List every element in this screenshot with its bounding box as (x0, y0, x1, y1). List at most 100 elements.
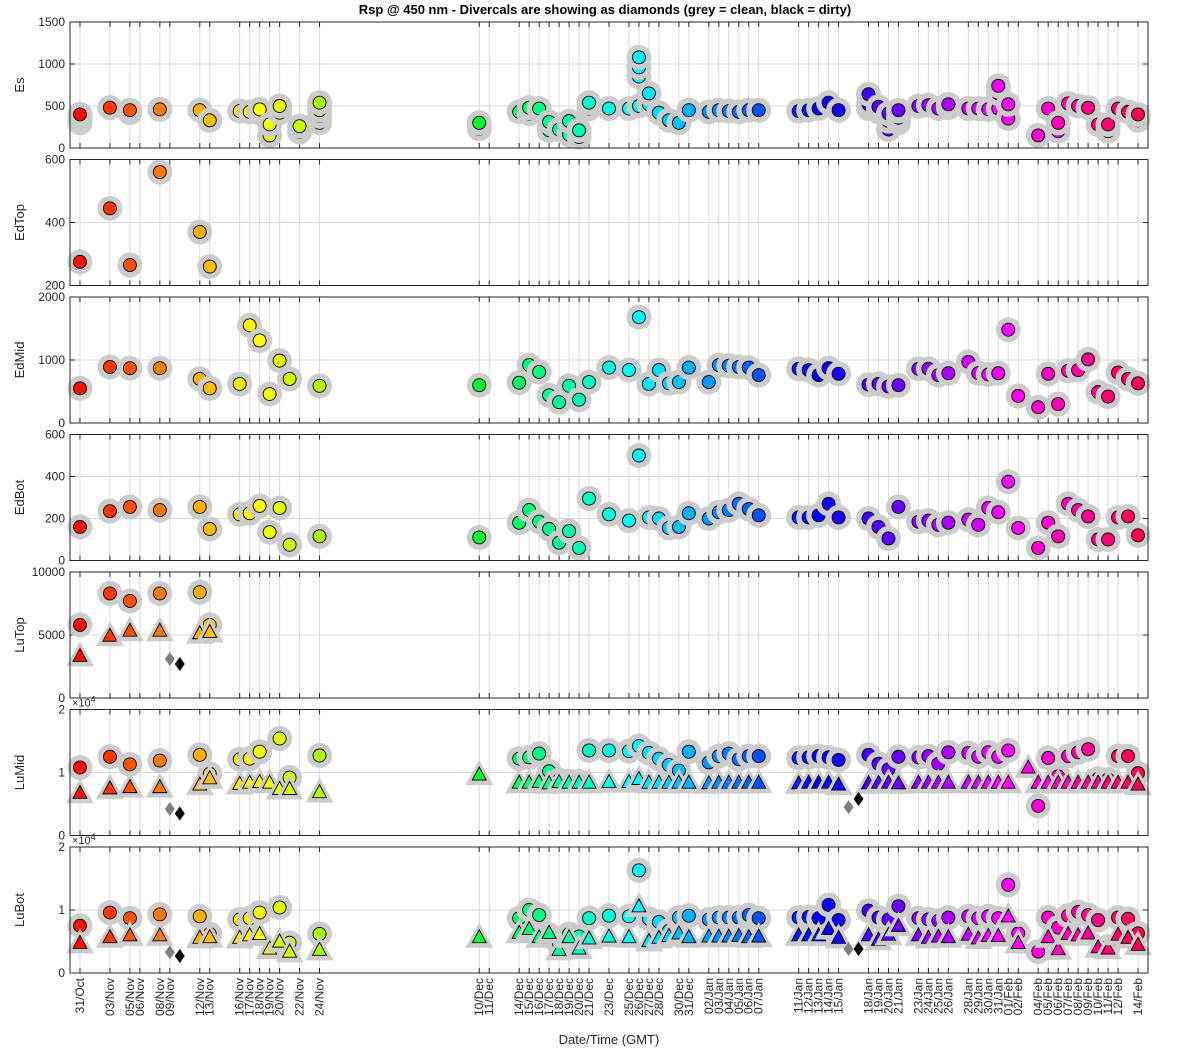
data-point-triangle (201, 928, 218, 944)
data-point-circle (1041, 751, 1056, 765)
data-point-circle (891, 749, 906, 764)
data-point-circle (572, 123, 587, 138)
x-tick-label: 23/Jan (911, 978, 925, 1014)
data-point-circle (312, 95, 327, 110)
x-tick-label: 03/Nov (103, 978, 117, 1016)
data-point-circle (582, 743, 596, 758)
data-point-triangle (940, 774, 957, 789)
markers (67, 44, 1151, 150)
data-point-circle (751, 368, 766, 383)
y-tick-label: 2000 (38, 290, 65, 304)
data-point-triangle (581, 930, 597, 945)
data-point-circle (472, 530, 487, 545)
x-tick-label: 18/Dec (552, 978, 566, 1016)
data-point-triangle (271, 933, 288, 948)
data-point-triangle (1040, 928, 1056, 944)
markers (67, 304, 1151, 420)
x-tick-label: 15/Jan (832, 978, 846, 1014)
markers (67, 443, 1151, 561)
data-point-circle (272, 99, 287, 113)
data-point-circle (572, 540, 587, 555)
data-point-circle (631, 50, 646, 65)
y-tick-label: 2 (58, 840, 65, 854)
data-point-triangle (201, 769, 218, 785)
data-point-circle (192, 909, 207, 924)
divercal-diamond-dirty (174, 948, 185, 963)
data-point-circle (312, 748, 327, 763)
data-point-circle (1101, 117, 1116, 132)
data-point-triangle (152, 622, 168, 637)
data-point-circle (622, 363, 636, 378)
x-tick-label: 30/Dec (672, 978, 686, 1016)
divercal-diamond-clean (843, 942, 854, 957)
data-point-circle (202, 522, 217, 536)
data-point-circle (192, 585, 207, 600)
data-point-triangle (152, 778, 168, 794)
y-tick-label: 0 (58, 554, 65, 568)
data-point-circle (73, 381, 87, 396)
data-point-circle (532, 746, 547, 761)
data-point-circle (881, 531, 896, 546)
data-point-circle (73, 519, 87, 534)
data-point-circle (122, 500, 137, 514)
y-tick-label: 200 (45, 279, 65, 293)
x-tick-label: 31/Jan (991, 978, 1005, 1014)
x-tick-label: 08/Feb (1071, 978, 1085, 1016)
data-point-triangle (830, 929, 847, 944)
data-point-triangle (311, 783, 328, 799)
data-point-circle (202, 381, 217, 396)
data-point-circle (102, 749, 117, 764)
x-tick-label: 27/Dec (642, 978, 656, 1016)
axes-box (69, 159, 1149, 286)
data-point-circle (152, 907, 167, 922)
data-point-circle (102, 586, 117, 601)
chart-title: Rsp @ 450 nm - Divercals are showing as … (359, 2, 851, 17)
data-point-triangle (601, 773, 617, 789)
x-tick-label: 23/Dec (602, 978, 616, 1016)
data-point-circle (671, 375, 686, 389)
data-point-circle (152, 753, 167, 768)
data-point-circle (602, 743, 616, 758)
data-point-circle (232, 376, 247, 391)
axes-box (69, 571, 1149, 699)
data-point-circle (472, 378, 487, 393)
data-point-circle (991, 78, 1006, 93)
panel-lumid: 0 1 2 ×104 LuMid (12, 695, 1153, 843)
data-point-circle (562, 524, 577, 539)
data-point-circle (1081, 352, 1096, 367)
divercal-diamond-dirty (174, 656, 185, 671)
data-point-circle (891, 103, 906, 118)
x-tick-label: 05/Jan (732, 978, 746, 1014)
x-tick-label: 17/Nov (243, 978, 257, 1016)
y-tick-label: 0 (58, 829, 65, 843)
x-tick-label: 19/Jan (872, 978, 886, 1014)
data-point-circle (1001, 743, 1016, 758)
data-point-circle (582, 491, 596, 506)
data-point-circle (73, 107, 87, 122)
data-point-circle (622, 513, 636, 528)
data-point-circle (582, 375, 596, 389)
data-point-circle (1001, 322, 1016, 337)
data-point-triangle (102, 928, 118, 944)
data-point-triangle (1000, 774, 1017, 789)
data-point-circle (262, 387, 277, 401)
data-point-triangle (471, 928, 487, 944)
x-tick-label: 16/Nov (233, 978, 247, 1016)
data-point-triangle (890, 774, 907, 790)
data-point-triangle (1000, 907, 1017, 923)
x-tick-label: 09/Feb (1081, 978, 1095, 1016)
y-exponent-label: ×104 (72, 695, 96, 710)
y-axis-label: Es (12, 77, 27, 93)
data-point-circle (192, 224, 207, 239)
x-tick-label: 14/Dec (512, 978, 526, 1016)
data-point-triangle (251, 925, 268, 941)
data-point-triangle (122, 926, 138, 942)
data-point-circle (73, 617, 87, 632)
x-tick-label: 30/Jan (981, 978, 995, 1014)
divercal-diamond-dirty (174, 806, 185, 821)
data-point-circle (1131, 376, 1145, 391)
panel-edtop: 200 400 600 EdTop (12, 153, 1149, 293)
x-tick-label: 05/Feb (1041, 978, 1055, 1016)
x-tick-label: 19/Dec (562, 978, 576, 1016)
